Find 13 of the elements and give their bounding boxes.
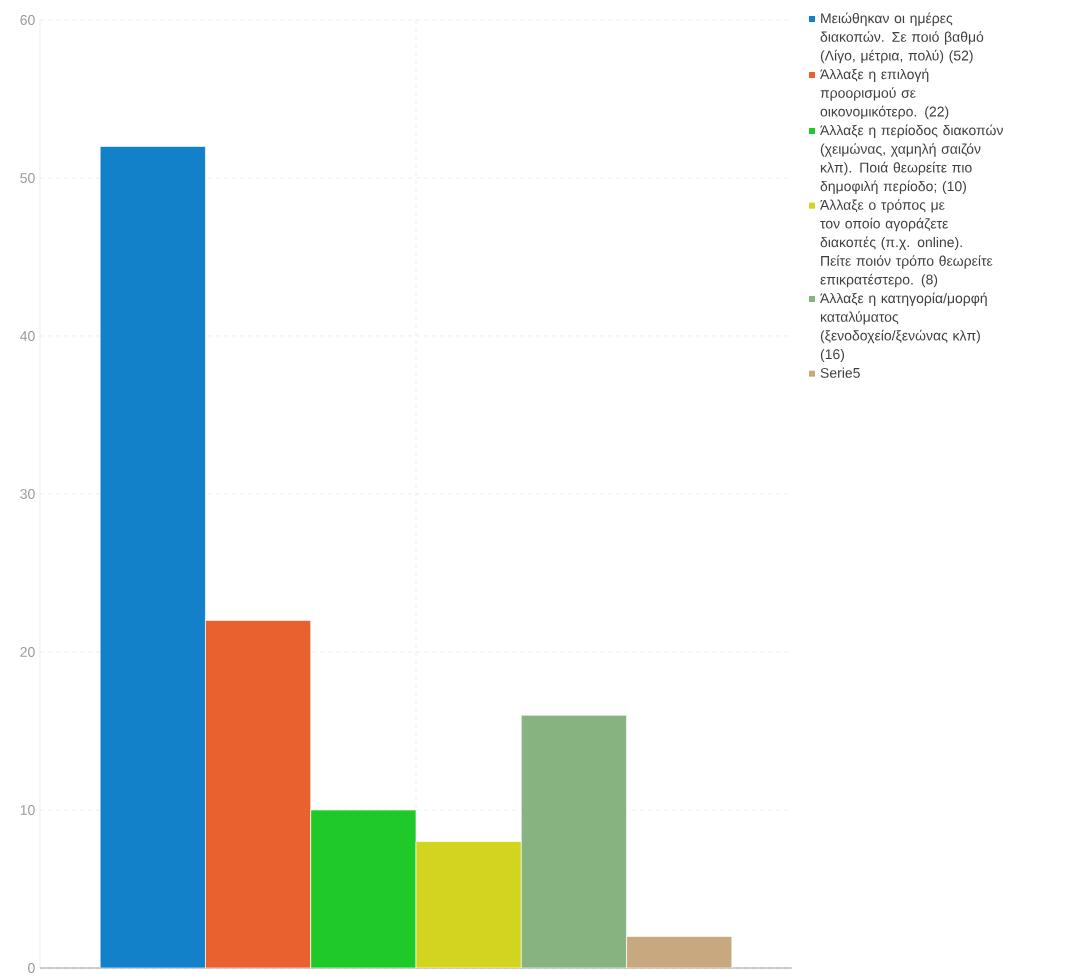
legend-label: Άλλαξε ο τρόπος με τον οποίο αγοράζετε διακοπές (π.χ. online). Πείτε ποιόν τρόπο θεωρείτε επικρατέστερο. (8): [820, 199, 993, 288]
legend-label: Μειώθηκαν οι ημέρες διακοπών. Σε ποιό βαθμό (Λίγο, μέτρια, πολύ) (52): [820, 12, 984, 64]
y-tick-label: 60: [20, 15, 35, 25]
y-tick-label: 0: [28, 963, 35, 973]
y-tick-label: 50: [20, 173, 35, 183]
legend-label: Άλλαξε η περίοδος διακοπών (χειμώνας, χαμηλή σαιζόν κλπ). Ποιά θεωρείτε πιο δημοφιλή περίοδο; (10): [820, 124, 1003, 194]
legend-label: Άλλαξε η επιλογή προορισμού σε οικονομικότερο. (22): [820, 68, 949, 120]
y-tick-label: 10: [20, 805, 35, 815]
y-tick-label: 20: [20, 647, 35, 657]
y-tick-label: 40: [20, 331, 35, 341]
y-tick-label: 30: [20, 489, 35, 499]
legend-label: Serie5: [820, 367, 860, 378]
legend-label: Άλλαξε η κατηγορία/μορφή καταλύματος (ξενοδοχείο/ξενώνας κλπ) (16): [820, 292, 987, 362]
